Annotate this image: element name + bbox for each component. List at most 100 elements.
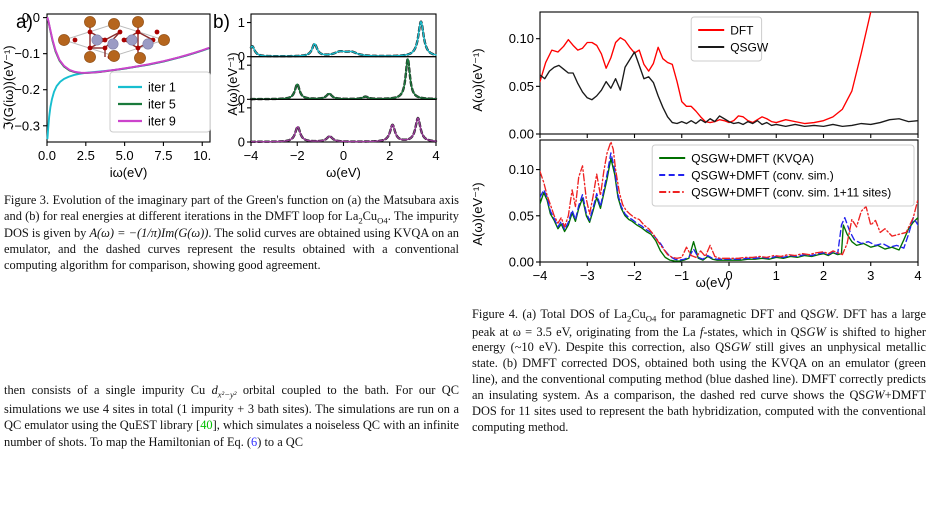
oxygen-atom — [102, 45, 108, 51]
panel-b-dashed-reference-curve — [249, 116, 438, 143]
p4b-xtick-label: 4 — [914, 268, 921, 283]
lanthanum-atom — [108, 50, 120, 62]
p4b-ytick-label: 0.05 — [509, 208, 534, 223]
copper-atom — [107, 38, 119, 50]
figure-3-caption-t1: Evolution of the imaginary part of the G… — [4, 193, 459, 223]
figure-4-caption-head: Figure 4. — [472, 307, 519, 321]
panel-b-ylabel: A(ω)(eV⁻¹) — [225, 52, 240, 115]
figure-4-caption-t4: . DFT has a large peak at ω = 3.5 eV, or… — [472, 307, 926, 339]
panel-b-xtick-label: 4 — [432, 148, 439, 163]
figure-4-caption-it5: GW — [865, 388, 885, 403]
panel-a-xlabel: iω(eV) — [110, 165, 148, 180]
oxygen-atom — [117, 29, 123, 35]
figure-4-caption-it2: f — [699, 324, 704, 339]
p4b-xtick-label: 2 — [820, 268, 827, 283]
p4a-ytick-label: 0.00 — [509, 127, 534, 142]
atom-bond — [104, 31, 121, 41]
panel-b-solid-curve — [250, 20, 437, 57]
figure-3-svg: a) ℑ(G(iω))(eV⁻¹) 0.0 2.5 5.0 7.5 10. 0.0 −0.1… — [1, 10, 440, 180]
lanthanum-atom — [84, 51, 96, 63]
p4b-xtick-label: 0 — [725, 268, 732, 283]
figure-4: A(ω)(eV⁻¹) 0.00 0.05 0.10 DFT QSGW A(ω)(eV⁻¹… — [468, 2, 930, 294]
citation-40[interactable]: 40 — [200, 418, 213, 433]
figure-3-caption-t4: . The solid curves are obtained using KV… — [4, 226, 459, 273]
figure-3-caption-sub2: O — [377, 215, 384, 226]
panel-a-legend-label: iter 5 — [148, 98, 176, 112]
copper-atom — [142, 38, 154, 50]
figure-4-panel-b-plot: 0.00 0.05 0.10 −4 −3 −2 −1 0 1 2 3 4 QSGW+DMFT (KVQA… — [509, 139, 922, 283]
copper-atom — [126, 34, 138, 46]
figure-3: a) ℑ(G(iω))(eV⁻¹) 0.0 2.5 5.0 7.5 10. 0.0 −0.1… — [1, 2, 462, 180]
panel-b-ytick-label: 1 — [238, 58, 245, 73]
p4a-legend-box — [690, 16, 763, 62]
lanthanum-atom — [108, 18, 120, 30]
p4b-curve — [540, 157, 918, 262]
p4a-ytick-label: 0.05 — [509, 79, 534, 94]
figure-4-caption-it1: GW — [816, 307, 836, 321]
panel-a-xtick-label: 10. — [193, 148, 211, 163]
oxygen-atom — [87, 29, 93, 35]
lanthanum-atom — [134, 52, 146, 64]
p4b-curve — [540, 141, 918, 259]
figure-4-caption-it4: GW — [731, 340, 751, 355]
atom-bond — [137, 31, 154, 41]
panel-a-ytick-label: −0.3 — [14, 118, 40, 133]
panel-a-ytick-label: −0.2 — [14, 82, 40, 97]
p4b-legend-box — [651, 144, 915, 207]
body-orbital: d — [211, 383, 218, 397]
panel-b-xtick-label: 0 — [340, 148, 347, 163]
panel-a-ytick-label: 0.0 — [22, 10, 40, 25]
body-paragraph: then consists of a single impurity Cu dx… — [4, 382, 459, 450]
figure-4-caption-sub3: 4 — [652, 313, 657, 324]
panel-a-label: a) — [16, 12, 33, 33]
body-t4: of shots. To map the Hamiltonian of Eq. … — [44, 434, 252, 449]
oxygen-atom — [102, 37, 108, 43]
p4a-legend-label: QSGW — [730, 40, 769, 54]
p4b-xtick-label: −3 — [580, 268, 595, 283]
panel-b-subframe — [250, 13, 437, 58]
figure-4-caption-t7: still gives an unphysical metallic state… — [472, 340, 926, 403]
figure-4-caption-t2: Cu — [631, 307, 646, 321]
figure-4-caption-t1: (a) Total DOS of La — [518, 307, 627, 321]
figure-4-caption-sub2: O — [645, 313, 652, 324]
panel-a-curve — [46, 16, 210, 74]
oxygen-atom — [154, 29, 160, 35]
p4b-legend-label: QSGW+DMFT (conv. sim. 1+11 sites) — [691, 185, 891, 199]
panel-b-subframe — [250, 98, 437, 143]
p4b-legend-label: QSGW+DMFT (conv. sim.) — [691, 168, 834, 182]
citation-eq6[interactable]: 6 — [251, 434, 258, 449]
lanthanum-atom — [84, 16, 96, 28]
panel-a-xtick-label: 5.0 — [116, 148, 134, 163]
panel-b-ytick-label: 1 — [238, 15, 245, 30]
figure-4-xlabel: ω(eV) — [696, 275, 731, 290]
left-column: a) ℑ(G(iω))(eV⁻¹) 0.0 2.5 5.0 7.5 10. 0.0 −0.1… — [1, 2, 462, 450]
figure-3-caption: Figure 3. Evolution of the imaginary par… — [4, 193, 459, 274]
body-t5: ) to a QC — [257, 434, 304, 449]
figure-4-caption-t6: is shifted to higher energy (~10 eV). De… — [472, 324, 926, 355]
p4b-legend-label: QSGW+DMFT (KVQA) — [691, 151, 814, 165]
panel-a-xtick-label: 0.0 — [38, 148, 56, 163]
panel-a-xtick-label: 7.5 — [154, 148, 172, 163]
oxygen-atom — [135, 29, 141, 35]
figure-3-caption-sub1: 2 — [358, 215, 363, 226]
figure-3-caption-t3: . The impurity DOS is given by — [4, 208, 459, 241]
copper-atom — [91, 34, 103, 46]
oxygen-atom — [121, 37, 127, 43]
p4a-ytick-label: 0.10 — [509, 31, 534, 46]
p4b-ytick-label: 0.00 — [509, 255, 534, 270]
p4b-xtick-label: −2 — [627, 268, 642, 283]
panel-a-legend-label: iter 1 — [148, 81, 176, 95]
figure-4-panel-a-plot: 0.00 0.05 0.10 DFT QSGW — [509, 11, 919, 142]
p4b-xtick-label: −1 — [674, 268, 689, 283]
oxygen-atom — [72, 37, 78, 43]
figure-4-caption-t8: +DMFT DOS for 11 sites used to represent… — [472, 388, 926, 434]
figure-4-caption-sub1: 2 — [626, 313, 632, 324]
body-t2: orbital coupled to the bath. For our QC … — [4, 383, 459, 433]
panel-b-xtick-label: −4 — [244, 148, 259, 163]
p4b-ytick-label: 0.10 — [509, 162, 534, 177]
panel-b-solid-curve — [250, 58, 437, 100]
panel-b-xlabel: ω(eV) — [326, 165, 361, 180]
figure-4-panel-a-ylabel: A(ω)(eV⁻¹) — [470, 48, 485, 111]
panel-a-ylabel: ℑ(G(iω))(eV⁻¹) — [1, 45, 16, 130]
